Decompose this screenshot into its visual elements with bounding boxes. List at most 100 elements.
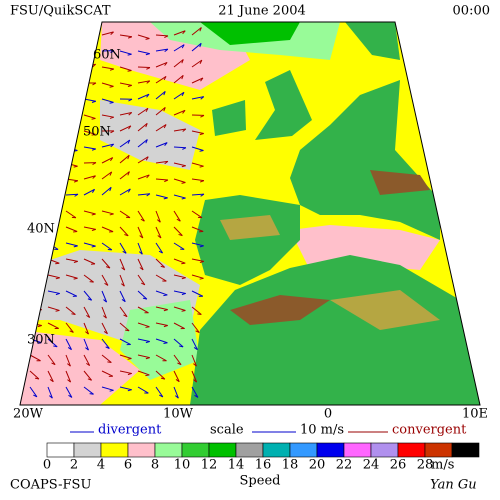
wind-arrow (173, 128, 186, 132)
wind-arrow (191, 96, 204, 100)
wind-arrow-head (89, 281, 94, 283)
wind-arrow-head (110, 130, 115, 134)
wind-arrow (191, 226, 204, 232)
wind-arrow-head (164, 48, 169, 53)
wind-arrow-head (86, 314, 90, 318)
wind-arrow-head (55, 92, 59, 97)
wind-arrow (101, 143, 114, 148)
wind-arrow (137, 370, 150, 376)
wind-arrow-head (55, 277, 60, 280)
wind-arrow (47, 74, 58, 84)
calm-zone (100, 100, 200, 170)
wind-arrow (65, 77, 78, 84)
wind-arrow-head (74, 96, 79, 100)
wind-arrow-head (181, 277, 186, 280)
wind-arrow-head (73, 132, 78, 136)
colorbar: 0 2 4 6 8 10 12 14 16 18 20 22 24 26 28m/s (43, 442, 480, 473)
wind-arrow-head (73, 59, 77, 64)
wind-arrow-head (128, 98, 133, 102)
wind-arrow-head (55, 59, 58, 64)
wind-arrow-head (56, 30, 60, 35)
wind-arrow (119, 242, 127, 254)
wind-arrow-head (163, 309, 168, 312)
wind-arrow-head (182, 147, 187, 150)
wind-arrow-head (193, 363, 197, 367)
wind-arrow (101, 258, 111, 269)
wind-arrow-head (38, 160, 43, 165)
wind-arrow-head (128, 112, 133, 116)
wind-arrow (137, 306, 149, 314)
wind-arrow-head (91, 133, 96, 136)
wind-arrow-head (71, 313, 76, 315)
wind-arrow (101, 171, 112, 180)
wind-arrow-head (103, 315, 107, 319)
wind-arrow (47, 91, 59, 100)
wind-arrow-head (127, 139, 131, 144)
wind-arrow-head (199, 43, 202, 48)
wind-arrow-head (164, 179, 169, 183)
wind-arrow (155, 210, 161, 223)
wind-arrow (119, 386, 132, 391)
lat-label: 40N (27, 222, 55, 237)
wind-arrow-head (37, 107, 40, 112)
wind-arrow (155, 90, 166, 100)
colorbar-caption: Speed (240, 474, 281, 489)
lon-label: 10W (163, 407, 194, 422)
wind-arrow (47, 354, 56, 365)
wind-arrow-head (67, 347, 72, 351)
wind-arrow-head (91, 117, 96, 120)
wind-arrow-head (37, 197, 42, 200)
wind-arrow (65, 274, 78, 279)
wind-arrow (137, 174, 150, 180)
wind-arrow (29, 48, 42, 52)
wind-arrow-head (104, 282, 109, 286)
wind-arrow-head (55, 262, 60, 265)
wind-arrow (47, 194, 60, 199)
wind-arrow (191, 274, 204, 279)
wind-arrow-head (33, 394, 38, 398)
wind-arrow-head (181, 44, 185, 49)
wind-arrow (137, 210, 145, 222)
lat-label: 60N (93, 48, 121, 63)
wind-arrow-head (91, 27, 95, 32)
colorbar-swatch (46, 442, 75, 458)
wind-arrow-head (37, 91, 40, 96)
wind-arrow (65, 59, 77, 68)
wind-arrow-head (73, 165, 78, 168)
wind-arrow-head (109, 187, 112, 192)
wind-arrow-head (200, 77, 204, 82)
wind-arrow-head (146, 193, 151, 197)
wind-arrow (155, 242, 164, 254)
wind-arrow (47, 322, 59, 329)
wind-arrow-head (109, 171, 113, 176)
wind-arrow-head (56, 147, 61, 150)
wind-arrow (101, 210, 114, 215)
wind-arrow (173, 91, 185, 100)
wind-arrow-head (194, 394, 199, 398)
wind-arrow-head (110, 143, 114, 148)
wind-arrow (101, 66, 114, 70)
wind-arrow (191, 242, 204, 247)
wind-arrow-head (92, 175, 96, 179)
colorbar-tick-label: 24 (363, 458, 380, 473)
wind-arrow-head (163, 107, 166, 112)
wind-arrow-head (163, 91, 166, 96)
wind-arrow (29, 290, 42, 296)
wind-arrow (191, 27, 202, 36)
wind-arrow-head (121, 299, 126, 303)
footer-author: Yan Gu (430, 478, 477, 493)
wind-arrow (47, 146, 61, 149)
wind-arrow-head (179, 345, 184, 348)
wind-arrow-head (199, 59, 203, 64)
wind-arrow-head (200, 114, 205, 118)
wind-arrow (137, 34, 150, 39)
wind-arrow-head (107, 361, 112, 364)
wind-arrow (29, 107, 40, 116)
wind-arrow (173, 162, 186, 167)
wind-arrow (83, 146, 96, 150)
wind-arrow (137, 226, 144, 239)
wind-arrow-head (127, 358, 132, 360)
colorbar-swatch (424, 442, 453, 458)
wind-arrow (191, 386, 199, 398)
